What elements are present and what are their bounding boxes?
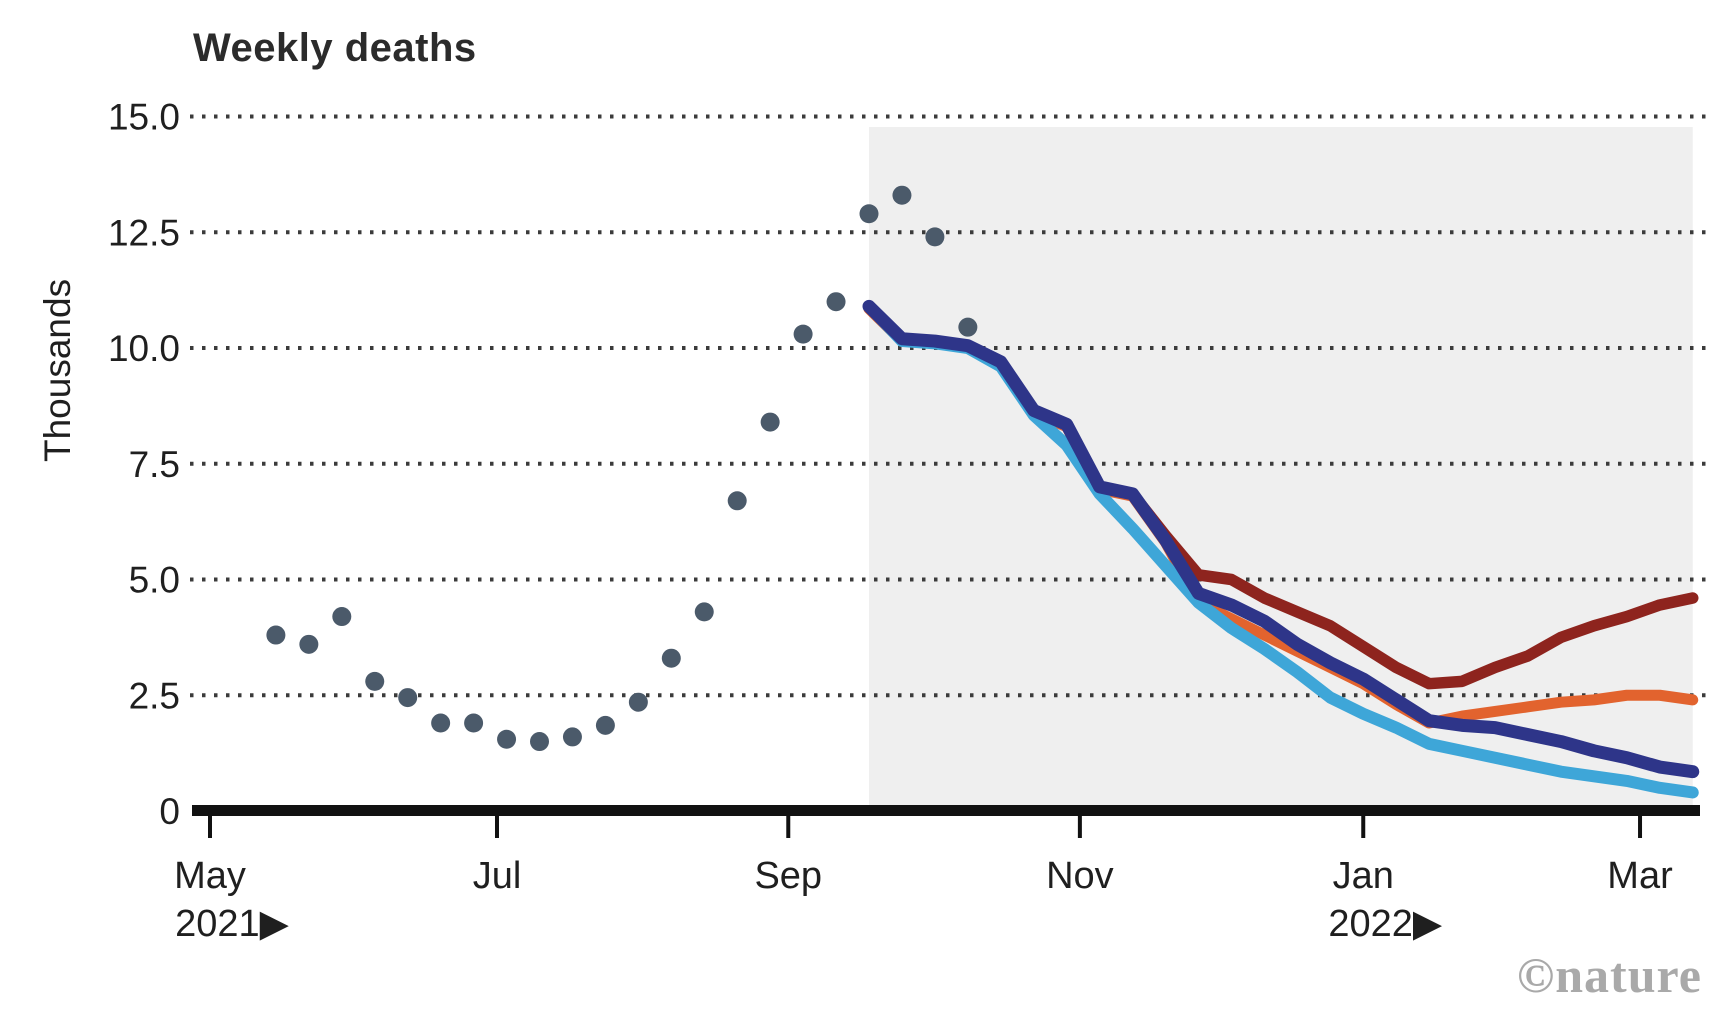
observed-weekly-deaths-dot [464,713,484,733]
x-axis-line [192,805,1700,816]
series-line-navy [862,299,1700,779]
observed-weekly-deaths-dot [365,671,385,691]
y-tick-label: 15.0 [108,97,180,138]
y-tick-label: 0 [159,791,180,832]
observed-weekly-deaths-dot [793,324,813,344]
observed-weekly-deaths-dot [595,715,615,735]
observed-weekly-deaths-dot [398,688,418,708]
x-tick-label: May [174,855,246,897]
nature-watermark: ©nature [1516,947,1702,1003]
x-tick-mark [1077,816,1082,838]
y-tick-label: 5.0 [129,560,180,601]
observed-weekly-deaths-dot [859,204,879,224]
observed-weekly-deaths-dot [958,317,978,337]
y-tick-label: 7.5 [129,444,180,485]
y-tick-label: 12.5 [108,212,180,253]
x-tick-label: Jan [1333,855,1394,897]
observed-weekly-deaths-dot [925,227,945,247]
observed-weekly-deaths-dot [892,185,912,205]
observed-weekly-deaths-dot [628,692,648,712]
observed-weekly-deaths-dot [826,292,846,312]
observed-weekly-deaths-dot [661,648,681,668]
observed-weekly-deaths-dot [266,625,286,645]
x-tick-label: Nov [1046,855,1114,897]
x-tick-mark [208,816,212,838]
observed-weekly-deaths-dot [299,634,319,654]
x-tick-year-label: 2022▶ [1328,903,1443,945]
x-tick-mark [786,816,791,838]
y-tick-label: 10.0 [108,328,180,369]
x-tick-mark [1361,816,1366,838]
x-tick-label: Mar [1607,855,1673,897]
observed-weekly-deaths-dot [694,602,714,622]
observed-weekly-deaths-dot [431,713,451,733]
observed-weekly-deaths-dot [562,727,582,747]
observed-weekly-deaths-dot [332,607,352,627]
x-tick-mark [1638,816,1643,838]
forecast-shading-region [869,127,1693,806]
observed-weekly-deaths-dot [760,412,780,432]
y-tick-label: 2.5 [129,675,180,716]
x-tick-label: Jul [473,855,522,897]
x-tick-year-label: 2021▶ [175,903,290,945]
x-tick-label: Sep [754,855,822,897]
x-tick-mark [494,816,499,838]
observed-weekly-deaths-dot [530,732,549,752]
observed-weekly-deaths-dot [727,491,747,511]
observed-weekly-deaths-dot [497,729,517,749]
chart-title: Weekly deaths [193,26,477,70]
